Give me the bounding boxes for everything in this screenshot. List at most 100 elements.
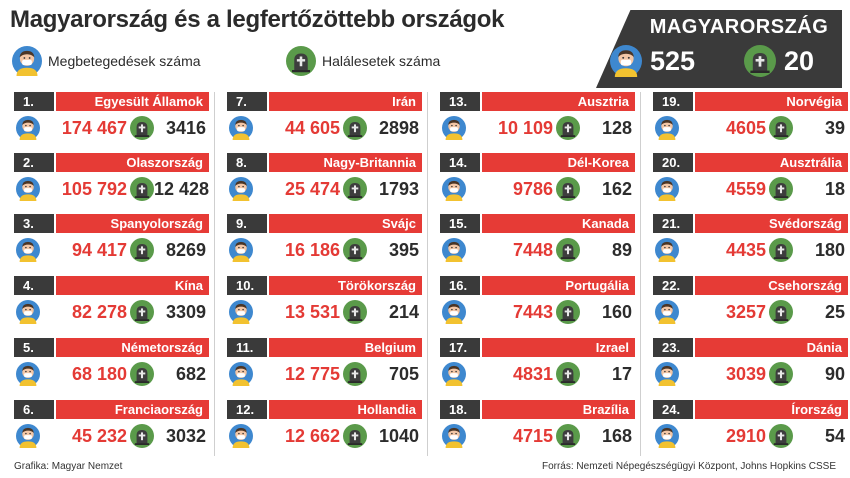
country-stats: 4559 18 — [653, 175, 848, 203]
tombstone-icon — [130, 116, 154, 140]
country-card: 16. Portugália 7443 160 — [440, 276, 635, 326]
country-stats: 4715 168 — [440, 422, 635, 450]
country-stats: 25 474 1793 — [227, 175, 422, 203]
country-rank: 11. — [227, 338, 267, 357]
country-rank: 24. — [653, 400, 693, 419]
country-rank: 19. — [653, 92, 693, 111]
country-card: 8. Nagy-Britannia 25 474 1793 — [227, 153, 422, 203]
cases-value: 12 662 — [284, 426, 340, 446]
cases-value: 25 474 — [284, 179, 340, 199]
country-card: 3. Spanyolország 94 417 8269 — [14, 214, 209, 264]
cases-value: 94 417 — [71, 240, 127, 260]
tombstone-icon — [130, 424, 154, 448]
country-rank: 21. — [653, 214, 693, 233]
tombstone-icon — [130, 300, 154, 324]
legend-cases-label: Megbetegedések száma — [48, 53, 201, 69]
legend-cases: Megbetegedések száma — [12, 46, 201, 76]
hungary-cases: 525 — [610, 44, 695, 78]
tombstone-icon — [343, 300, 367, 324]
cases-value: 174 467 — [61, 118, 127, 138]
country-name: Irán — [269, 92, 422, 111]
tombstone-icon — [769, 424, 793, 448]
tombstone-icon — [130, 362, 154, 386]
tombstone-icon — [343, 177, 367, 201]
country-rank: 6. — [14, 400, 54, 419]
country-card: 22. Csehország 3257 25 — [653, 276, 848, 326]
tombstone-icon — [769, 362, 793, 386]
country-name: Dél-Korea — [482, 153, 635, 172]
person-mask-icon — [442, 238, 466, 262]
country-name: Svájc — [269, 214, 422, 233]
person-mask-icon — [229, 238, 253, 262]
country-stats: 94 417 8269 — [14, 236, 209, 264]
person-mask-icon — [610, 45, 642, 77]
person-mask-icon — [229, 424, 253, 448]
person-mask-icon — [655, 424, 679, 448]
hungary-title: MAGYARORSZÁG — [649, 16, 829, 38]
country-stats: 7448 89 — [440, 236, 635, 264]
country-stats: 4831 17 — [440, 360, 635, 388]
person-mask-icon — [229, 116, 253, 140]
country-stats: 10 109 128 — [440, 114, 635, 142]
cases-value: 4715 — [512, 426, 553, 446]
country-stats: 82 278 3309 — [14, 298, 209, 326]
person-mask-icon — [655, 362, 679, 386]
cases-value: 4559 — [725, 179, 766, 199]
deaths-value: 1793 — [378, 179, 419, 199]
deaths-value: 54 — [824, 426, 845, 446]
country-stats: 4605 39 — [653, 114, 848, 142]
column-divider — [214, 92, 215, 456]
country-stats: 7443 160 — [440, 298, 635, 326]
deaths-value: 8269 — [165, 240, 206, 260]
country-name: Dánia — [695, 338, 848, 357]
country-rank: 3. — [14, 214, 54, 233]
page-title: Magyarország és a legfertőzöttebb ország… — [10, 6, 505, 33]
country-name: Ausztria — [482, 92, 635, 111]
country-card: 6. Franciaország 45 232 3032 — [14, 400, 209, 450]
deaths-value: 2898 — [378, 118, 419, 138]
tombstone-icon — [343, 362, 367, 386]
deaths-value: 39 — [824, 118, 845, 138]
country-stats: 4435 180 — [653, 236, 848, 264]
tombstone-icon — [286, 46, 316, 76]
country-name: Franciaország — [56, 400, 209, 419]
country-card: 13. Ausztria 10 109 128 — [440, 92, 635, 142]
footer-credit: Grafika: Magyar Nemzet — [14, 461, 123, 472]
country-card: 1. Egyesült Államok 174 467 3416 — [14, 92, 209, 142]
country-name: Kanada — [482, 214, 635, 233]
deaths-value: 168 — [601, 426, 632, 446]
country-rank: 12. — [227, 400, 267, 419]
person-mask-icon — [12, 46, 42, 76]
deaths-value: 128 — [601, 118, 632, 138]
tombstone-icon — [130, 177, 154, 201]
country-stats: 174 467 3416 — [14, 114, 209, 142]
country-name: Kína — [56, 276, 209, 295]
tombstone-icon — [343, 424, 367, 448]
cases-value: 9786 — [512, 179, 553, 199]
deaths-value: 3032 — [165, 426, 206, 446]
country-card: 23. Dánia 3039 90 — [653, 338, 848, 388]
deaths-value: 705 — [388, 364, 419, 384]
country-card: 20. Ausztrália 4559 18 — [653, 153, 848, 203]
deaths-value: 214 — [388, 302, 419, 322]
deaths-value: 89 — [611, 240, 632, 260]
person-mask-icon — [16, 300, 40, 324]
country-card: 10. Törökország 13 531 214 — [227, 276, 422, 326]
country-rank: 7. — [227, 92, 267, 111]
tombstone-icon — [556, 300, 580, 324]
column-divider — [640, 92, 641, 456]
country-rank: 8. — [227, 153, 267, 172]
country-card: 21. Svédország 4435 180 — [653, 214, 848, 264]
country-stats: 105 792 12 428 — [14, 175, 209, 203]
tombstone-icon — [769, 300, 793, 324]
deaths-value: 3416 — [165, 118, 206, 138]
country-stats: 44 605 2898 — [227, 114, 422, 142]
column-divider — [427, 92, 428, 456]
hungary-deaths-value: 20 — [784, 45, 815, 76]
deaths-value: 25 — [824, 302, 845, 322]
country-rank: 1. — [14, 92, 54, 111]
person-mask-icon — [442, 424, 466, 448]
deaths-value: 180 — [814, 240, 845, 260]
deaths-value: 12 428 — [154, 179, 210, 199]
legend-deaths: Halálesetek száma — [286, 46, 440, 76]
